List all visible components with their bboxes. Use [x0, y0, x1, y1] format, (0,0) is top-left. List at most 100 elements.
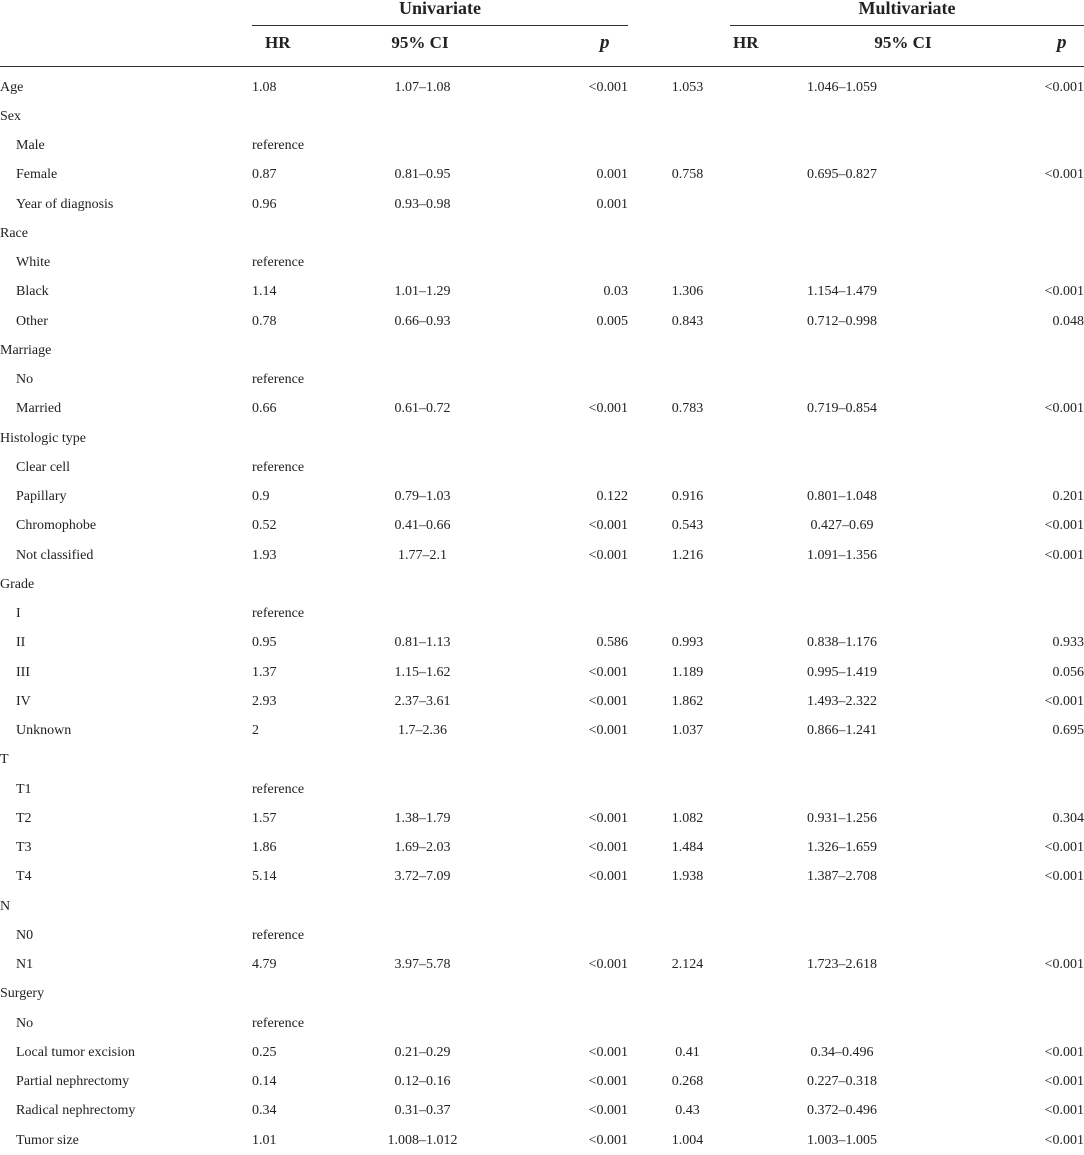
univariate-hr-cell: 1.08: [252, 79, 277, 95]
univariate-ci-cell: 1.69–2.03: [394, 840, 451, 856]
univariate-p-cell: [533, 570, 628, 599]
multivariate-p-cell: [937, 102, 1084, 131]
univariate-ci-cell: 0.31–0.37: [394, 1103, 451, 1119]
multivariate-hr-cell: [628, 132, 747, 161]
multivariate-hr-cell: 1.053: [671, 79, 704, 95]
univariate-hr-cell: reference: [252, 781, 305, 797]
multivariate-hr-cell: [628, 1009, 747, 1038]
multivariate-hr-cell: [628, 892, 747, 921]
multivariate-ci-cell: 1.387–2.708: [807, 869, 878, 885]
multivariate-ci-cell: [747, 102, 937, 131]
multivariate-hr-cell: [628, 219, 747, 248]
univariate-p-cell: [533, 746, 628, 775]
univariate-ci-cell: 1.7–2.36: [398, 723, 448, 739]
table-row: Chromophobe 0.52 0.41–0.66 <0.001 0.543 0.427…: [0, 512, 1084, 541]
univariate-p-cell: [533, 366, 628, 395]
multivariate-hr-cell: 0.783: [671, 401, 704, 417]
row-label: N0: [16, 927, 34, 943]
multivariate-ci-cell: [747, 366, 937, 395]
multivariate-ci-cell: 0.427–0.69: [810, 518, 874, 534]
univariate-p-cell: [533, 600, 628, 629]
multivariate-p-cell: <0.001: [1044, 79, 1084, 95]
multivariate-hr-cell: 1.938: [671, 869, 704, 885]
row-label: T1: [16, 781, 32, 797]
multivariate-hr-cell: 1.306: [671, 284, 704, 300]
table-row: III 1.37 1.15–1.62 <0.001 1.189 0.995–1.419 0.…: [0, 658, 1084, 687]
multivariate-hr-cell: 1.082: [671, 810, 704, 826]
multivariate-hr-cell: [628, 102, 747, 131]
multivariate-ci-cell: 1.723–2.618: [807, 957, 878, 973]
univariate-ci-cell: 0.41–0.66: [394, 518, 451, 534]
multivariate-ci-cell: 1.326–1.659: [807, 840, 878, 856]
univariate-hr-cell: 0.96: [252, 196, 277, 212]
univariate-ci-cell: [312, 600, 533, 629]
table-row: Year of diagnosis 0.96 0.93–0.98 0.001: [0, 190, 1084, 219]
univariate-ci-cell: [312, 424, 533, 453]
row-label: I: [16, 606, 21, 622]
table-row: IV 2.93 2.37–3.61 <0.001 1.862 1.493–2.322 <0.…: [0, 687, 1084, 716]
multivariate-hr-cell: 0.543: [671, 518, 704, 534]
univariate-ci-cell: 3.97–5.78: [394, 957, 451, 973]
univariate-p-cell: 0.03: [603, 284, 629, 300]
univariate-hr-cell: 0.34: [252, 1103, 277, 1119]
multivariate-hr-cell: 0.916: [671, 489, 704, 505]
multivariate-p-cell: 0.201: [1052, 489, 1084, 505]
univariate-ci-cell: 1.01–1.29: [394, 284, 451, 300]
univariate-ci-cell: [312, 980, 533, 1009]
univariate-p-cell: [533, 249, 628, 278]
univariate-hr-cell: [252, 892, 312, 921]
multivariate-p-cell: <0.001: [1044, 869, 1084, 885]
univariate-p-cell: [533, 453, 628, 482]
row-label: T3: [16, 840, 32, 856]
multivariate-p-cell: 0.048: [1052, 313, 1084, 329]
univariate-p-cell: <0.001: [588, 547, 629, 563]
table-row: Grade: [0, 570, 1084, 599]
univariate-p-cell: 0.005: [596, 313, 629, 329]
multivariate-hr-cell: 1.037: [671, 723, 704, 739]
row-label: Partial nephrectomy: [16, 1074, 130, 1090]
table-row: Clear cell reference: [0, 453, 1084, 482]
multivariate-p-cell: [937, 1009, 1084, 1038]
table-row: Female 0.87 0.81–0.95 0.001 0.758 0.695–0.827…: [0, 161, 1084, 190]
univariate-p-cell: <0.001: [588, 693, 629, 709]
univariate-p-cell: <0.001: [588, 723, 629, 739]
multivariate-p-cell: [937, 453, 1084, 482]
table-row: Race: [0, 219, 1084, 248]
univariate-hr-cell: [252, 102, 312, 131]
table-row: Partial nephrectomy 0.14 0.12–0.16 <0.001 0.…: [0, 1068, 1084, 1097]
univariate-hr-cell: [252, 336, 312, 365]
univariate-hr-cell: reference: [252, 459, 305, 475]
table-row: N1 4.79 3.97–5.78 <0.001 2.124 1.723–2.618 <0.…: [0, 951, 1084, 980]
multivariate-p-cell: [937, 366, 1084, 395]
univariate-hr-cell: 4.79: [252, 957, 277, 973]
multivariate-p-header: p: [1057, 32, 1067, 53]
multivariate-ci-cell: [747, 980, 937, 1009]
table-row: White reference: [0, 249, 1084, 278]
row-label: III: [16, 664, 30, 680]
univariate-hr-cell: 2.93: [252, 693, 277, 709]
table-row: N: [0, 892, 1084, 921]
table-row: T: [0, 746, 1084, 775]
row-label: Male: [16, 138, 45, 154]
multivariate-p-cell: [937, 249, 1084, 278]
table-row: Age 1.08 1.07–1.08 <0.001 1.053 1.046–1.059 <0…: [0, 73, 1084, 102]
row-label: N: [0, 898, 11, 914]
univariate-p-cell: [533, 892, 628, 921]
multivariate-p-cell: [937, 746, 1084, 775]
multivariate-hr-header: HR: [733, 33, 759, 52]
univariate-p-cell: <0.001: [588, 1044, 629, 1060]
multivariate-ci-cell: 1.091–1.356: [807, 547, 878, 563]
row-label: Married: [16, 401, 62, 417]
univariate-p-cell: [533, 424, 628, 453]
multivariate-p-cell: <0.001: [1044, 284, 1084, 300]
univariate-ci-cell: 0.79–1.03: [394, 489, 451, 505]
multivariate-ci-cell: 1.046–1.059: [807, 79, 878, 95]
multivariate-ci-cell: [747, 424, 937, 453]
row-label: Sex: [0, 108, 21, 124]
univariate-p-cell: <0.001: [588, 1103, 629, 1119]
multivariate-p-cell: 0.695: [1052, 723, 1084, 739]
multivariate-ci-cell: 0.801–1.048: [807, 489, 878, 505]
multivariate-p-cell: <0.001: [1044, 401, 1084, 417]
multivariate-hr-cell: [628, 980, 747, 1009]
univariate-hr-cell: 0.78: [252, 313, 277, 329]
